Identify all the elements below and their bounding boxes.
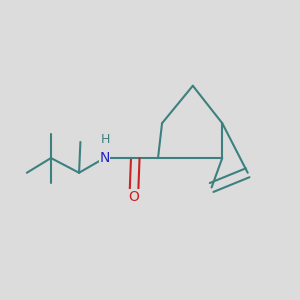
Text: O: O: [128, 190, 140, 204]
Text: N: N: [99, 151, 110, 165]
Text: H: H: [101, 133, 110, 146]
